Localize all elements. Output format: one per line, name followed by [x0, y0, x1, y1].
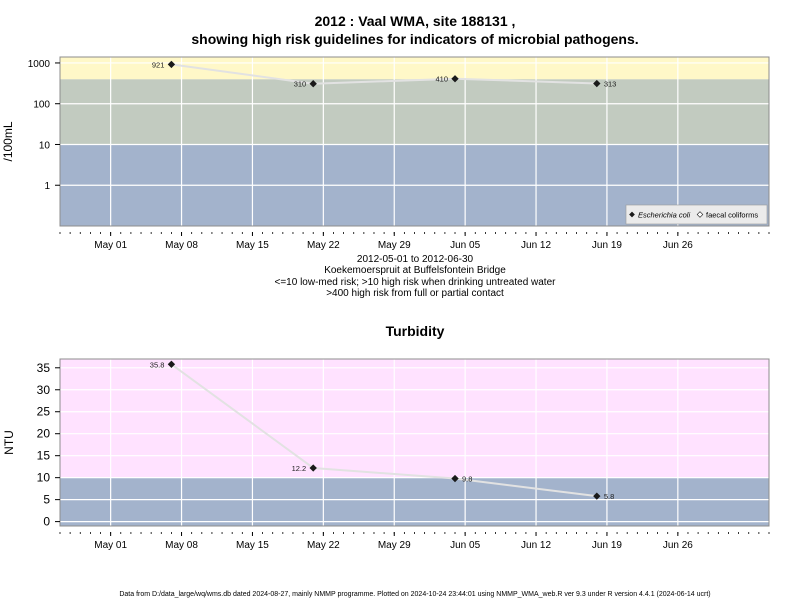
x-tick-label: Jun 19	[592, 240, 622, 251]
y-tick-label: 30	[37, 383, 51, 397]
y-tick-label: 0	[43, 515, 50, 529]
data-point	[451, 474, 459, 483]
legend-box	[625, 204, 768, 225]
risk-band-1	[60, 359, 769, 478]
caption-site: Koekemoerspruit at Buffelsfontein Bridge	[324, 265, 506, 276]
data-point	[309, 464, 317, 472]
data-point	[593, 492, 601, 500]
x-tick-label: May 22	[307, 240, 340, 251]
y-axis-label: /100mL	[1, 121, 15, 161]
plot-frame	[59, 56, 770, 227]
data-label: 9.8	[462, 475, 472, 484]
x-tick-label: May 08	[165, 240, 198, 251]
legend-entry-label: Escherichia coli	[638, 211, 690, 220]
y-tick-label: 100	[33, 100, 50, 111]
x-tick-label: May 22	[307, 540, 340, 551]
risk-band-1	[60, 79, 769, 145]
data-label: 310	[294, 80, 307, 89]
x-tick-label: May 01	[94, 240, 127, 251]
legend-marker-filled	[629, 211, 635, 218]
footer-note: Data from D:/data_large/wq/wms.db dated …	[119, 591, 710, 598]
y-tick-label: 1000	[28, 59, 51, 70]
x-tick-label: May 29	[378, 540, 411, 551]
caption-risk-contact: >400 high risk from full or partial cont…	[326, 288, 504, 299]
x-tick-label: Jun 12	[521, 240, 551, 251]
x-tick-label: May 15	[236, 240, 269, 251]
legend-marker-open	[696, 211, 704, 218]
x-tick-label: May 15	[236, 540, 269, 551]
y-tick-label: 10	[37, 471, 51, 485]
legend: Escherichia coli faecal coliforms	[625, 204, 768, 225]
turbidity-chart: 0 5 10 15 20 25 30 35 NTU May 01 May 08 May 15 May 2…	[2, 358, 770, 551]
data-label: 12.2	[292, 464, 307, 473]
risk-band-2	[60, 57, 769, 80]
plot-frame	[59, 358, 770, 527]
x-tick-label: May 29	[378, 240, 411, 251]
microbial-chart: 1 10 100 1000/100mL May 01 May 08 May 15 May 22…	[1, 56, 770, 251]
x-tick-label: Jun 26	[663, 240, 693, 251]
x-tick-label: May 08	[165, 540, 198, 551]
data-label: 410	[435, 75, 448, 84]
x-tick-label: Jun 26	[663, 540, 693, 551]
data-point	[309, 80, 317, 88]
data-point	[451, 75, 459, 83]
legend-entry-label: faecal coliforms	[706, 211, 758, 220]
y-axis-label: NTU	[2, 430, 16, 455]
y-tick-label: 20	[37, 427, 51, 441]
x-tick-label: Jun 12	[521, 540, 551, 551]
x-tick-label: May 01	[94, 540, 127, 551]
y-tick-label: 5	[43, 493, 50, 507]
data-label: 35.8	[150, 360, 165, 369]
x-tick-label: Jun 05	[450, 240, 480, 251]
data-point	[167, 60, 176, 69]
data-label: 5.8	[604, 492, 614, 501]
series-line	[170, 363, 597, 498]
caption-date-range: 2012-05-01 to 2012-06-30	[357, 254, 474, 265]
main-title-line1: 2012 : Vaal WMA, site 188131 ,	[315, 13, 516, 29]
data-point	[167, 360, 176, 368]
y-tick-label: 10	[39, 140, 51, 151]
caption-risk-drinking: <=10 low-med risk; >10 high risk when dr…	[275, 277, 557, 288]
main-title-line2: showing high risk guidelines for indicat…	[191, 31, 638, 47]
turbidity-title: Turbidity	[386, 323, 445, 339]
y-tick-label: 15	[37, 449, 51, 463]
data-label: 313	[604, 80, 617, 89]
risk-band-0	[60, 477, 769, 526]
data-label: 921	[152, 60, 165, 69]
series-line	[171, 63, 597, 85]
x-tick-label: Jun 05	[450, 540, 480, 551]
x-tick-label: Jun 19	[592, 540, 622, 551]
y-tick-label: 1	[44, 181, 50, 192]
y-tick-label: 35	[37, 361, 51, 375]
y-tick-label: 25	[37, 405, 51, 419]
data-point	[593, 79, 601, 88]
